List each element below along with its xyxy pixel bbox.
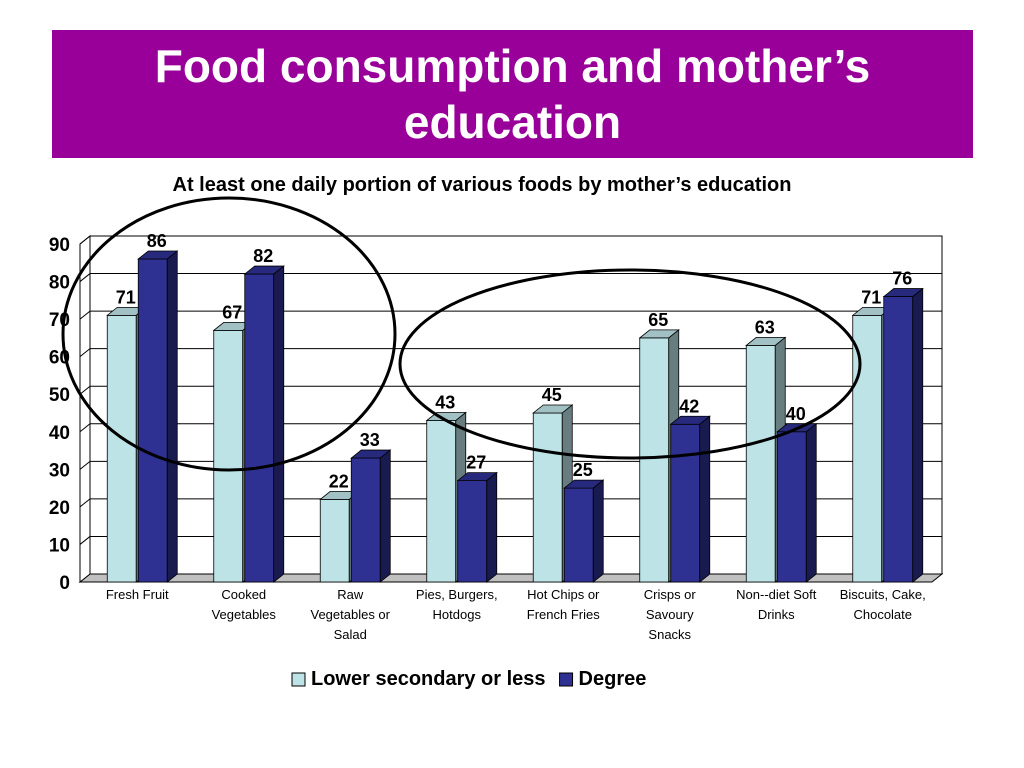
x-tick-label: Cooked bbox=[221, 587, 266, 602]
x-tick-label: Chocolate bbox=[853, 607, 912, 622]
bar-front bbox=[883, 296, 914, 583]
y-tick-label: 80 bbox=[49, 273, 70, 294]
gridline-side bbox=[79, 460, 91, 470]
bar bbox=[776, 422, 818, 583]
y-tick-label: 70 bbox=[49, 310, 70, 331]
data-label: 86 bbox=[147, 231, 167, 251]
bar-front bbox=[106, 314, 137, 583]
gridline-side bbox=[79, 498, 91, 508]
data-label: 67 bbox=[222, 302, 242, 322]
y-tick-label: 10 bbox=[49, 535, 70, 556]
bar-front bbox=[532, 412, 563, 583]
gridline-side bbox=[79, 348, 91, 358]
bar-front bbox=[563, 487, 594, 583]
gridline-side bbox=[79, 385, 91, 395]
chart-side-wall bbox=[79, 234, 91, 584]
data-label: 63 bbox=[755, 317, 775, 337]
bar-front bbox=[213, 329, 244, 583]
chart-title: At least one daily portion of various fo… bbox=[172, 174, 792, 196]
bar-side bbox=[379, 449, 391, 583]
bar bbox=[350, 449, 392, 583]
data-label: 42 bbox=[679, 396, 699, 416]
x-tick-label: Biscuits, Cake, bbox=[840, 587, 926, 602]
gridline-side bbox=[79, 423, 91, 433]
x-tick-label: Raw bbox=[337, 587, 364, 602]
y-tick-label: 20 bbox=[49, 498, 70, 519]
x-tick-label: Vegetables bbox=[212, 607, 277, 622]
data-label: 33 bbox=[360, 430, 380, 450]
x-tick-label: Vegetables or bbox=[310, 607, 390, 622]
data-label: 45 bbox=[542, 385, 562, 405]
bar-front bbox=[852, 314, 883, 583]
x-tick-label: French Fries bbox=[527, 607, 600, 622]
data-label: 43 bbox=[435, 393, 455, 413]
gridline-side bbox=[79, 536, 91, 545]
y-tick-label: 30 bbox=[49, 460, 70, 481]
y-tick-label: 40 bbox=[49, 423, 70, 444]
legend-swatch bbox=[559, 672, 574, 687]
x-tick-label: Savoury bbox=[646, 607, 694, 622]
y-tick-label: 50 bbox=[49, 385, 70, 406]
bar-side bbox=[486, 471, 498, 583]
y-tick-label: 90 bbox=[49, 235, 70, 256]
bar-front bbox=[319, 498, 350, 583]
legend-label: Degree bbox=[579, 668, 647, 690]
data-label: 40 bbox=[786, 404, 806, 424]
slide-title: Food consumption and mother’s education bbox=[154, 40, 871, 148]
data-label: 27 bbox=[466, 453, 486, 473]
bar-front bbox=[639, 337, 670, 583]
gridline-side bbox=[79, 310, 91, 320]
x-tick-label: Fresh Fruit bbox=[106, 587, 169, 602]
bar-front bbox=[426, 420, 457, 583]
x-tick-label: Pies, Burgers, bbox=[416, 587, 498, 602]
x-tick-label: Snacks bbox=[648, 627, 691, 642]
bar bbox=[137, 250, 179, 583]
bar-side bbox=[699, 415, 711, 583]
title-banner: Food consumption and mother’s education bbox=[52, 30, 973, 158]
data-label: 82 bbox=[253, 246, 273, 266]
bar-front bbox=[244, 273, 275, 583]
bar-front bbox=[745, 344, 776, 583]
bar bbox=[456, 471, 498, 583]
x-tick-label: Non--diet Soft bbox=[736, 587, 817, 602]
bar bbox=[563, 479, 605, 583]
x-tick-label: Hot Chips or bbox=[527, 587, 600, 602]
bar-front bbox=[350, 457, 381, 583]
highlight-ellipse bbox=[61, 196, 397, 472]
data-label: 71 bbox=[116, 287, 136, 307]
highlight-ellipse bbox=[398, 268, 862, 460]
gridline-side bbox=[79, 235, 91, 245]
x-tick-label: Crisps or bbox=[644, 587, 697, 602]
bar bbox=[669, 415, 711, 583]
bar-front bbox=[137, 258, 168, 583]
bar-side bbox=[912, 287, 924, 583]
x-tick-label: Drinks bbox=[758, 607, 795, 622]
x-tick-label: Hotdogs bbox=[433, 607, 482, 622]
x-tick-label: Salad bbox=[334, 627, 367, 642]
bar bbox=[243, 265, 285, 583]
data-label: 22 bbox=[329, 471, 349, 491]
gridline-side bbox=[79, 273, 91, 282]
bar-front bbox=[776, 431, 807, 583]
data-label: 65 bbox=[648, 310, 668, 330]
data-label: 76 bbox=[892, 269, 912, 289]
bar-side bbox=[805, 422, 817, 583]
data-label: 25 bbox=[573, 460, 593, 480]
data-label: 71 bbox=[861, 287, 881, 307]
legend-swatch bbox=[291, 672, 306, 687]
bar-side bbox=[166, 250, 178, 583]
bar-front bbox=[670, 423, 701, 583]
bar-front bbox=[457, 480, 488, 583]
bar bbox=[882, 287, 924, 583]
bar-side bbox=[273, 265, 285, 583]
y-tick-label: 0 bbox=[59, 573, 70, 594]
bar-side bbox=[592, 479, 604, 583]
legend-label: Lower secondary or less bbox=[311, 668, 546, 690]
